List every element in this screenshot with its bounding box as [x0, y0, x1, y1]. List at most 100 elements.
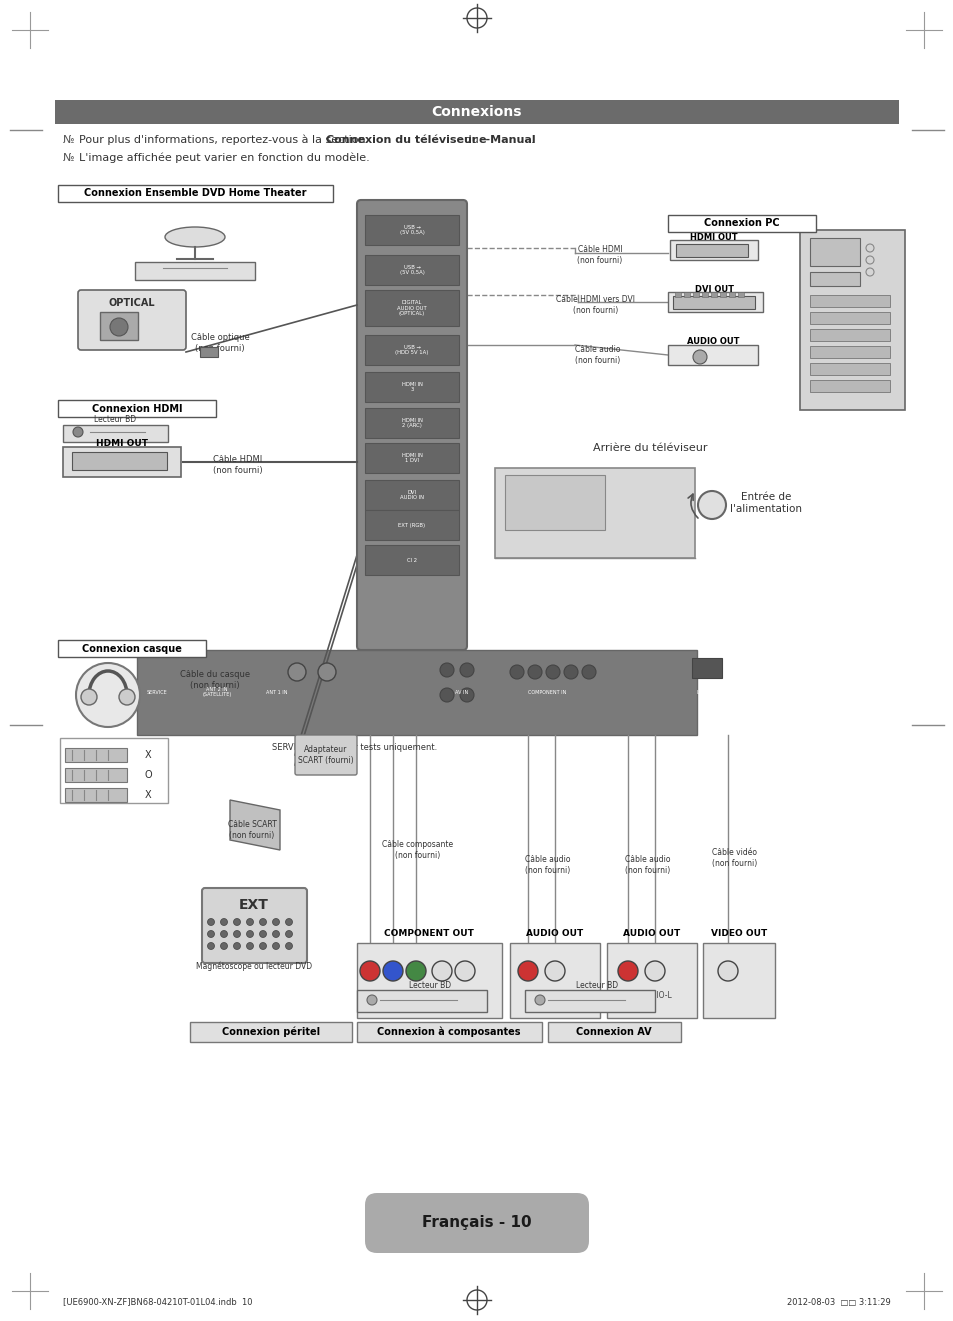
- Circle shape: [233, 930, 240, 938]
- Text: ANT 1 IN: ANT 1 IN: [266, 690, 288, 695]
- Bar: [58, 400, 215, 417]
- Text: ANT 2 IN
(SATELLITE): ANT 2 IN (SATELLITE): [202, 687, 232, 697]
- Bar: [504, 476, 604, 530]
- Text: Connexion PC: Connexion PC: [703, 218, 779, 229]
- Circle shape: [527, 664, 541, 679]
- Circle shape: [81, 690, 97, 705]
- Text: R-AUDIO-L: R-AUDIO-L: [632, 992, 671, 1000]
- Bar: [809, 380, 889, 392]
- Circle shape: [459, 663, 474, 676]
- Circle shape: [119, 690, 135, 705]
- Text: Connexions: Connexions: [432, 104, 521, 119]
- Text: Câble audio
(non fourni): Câble audio (non fourni): [575, 345, 620, 365]
- Circle shape: [233, 942, 240, 950]
- Circle shape: [718, 960, 738, 982]
- Circle shape: [382, 960, 402, 982]
- Circle shape: [698, 491, 725, 519]
- Text: Pour plus d'informations, reportez-vous à la section: Pour plus d'informations, reportez-vous …: [79, 135, 369, 145]
- Circle shape: [220, 918, 227, 926]
- Circle shape: [273, 930, 279, 938]
- Bar: [365, 291, 458, 326]
- Circle shape: [220, 942, 227, 950]
- Polygon shape: [230, 801, 280, 849]
- Text: Lecteur BD: Lecteur BD: [576, 980, 618, 989]
- FancyBboxPatch shape: [78, 291, 186, 350]
- Text: AV IN: AV IN: [455, 690, 468, 695]
- Bar: [356, 1022, 541, 1042]
- Text: .: .: [531, 135, 534, 145]
- Bar: [365, 480, 458, 510]
- Circle shape: [535, 995, 544, 1005]
- Bar: [809, 363, 889, 375]
- Bar: [65, 768, 127, 782]
- Text: COMPONENT IN: COMPONENT IN: [527, 690, 565, 695]
- Circle shape: [273, 918, 279, 926]
- Bar: [137, 650, 697, 734]
- Circle shape: [220, 930, 227, 938]
- Text: Connexion casque: Connexion casque: [82, 643, 182, 654]
- Text: SERVICE : Prise pour tests uniquement.: SERVICE : Prise pour tests uniquement.: [272, 742, 436, 752]
- Text: №: №: [63, 135, 74, 145]
- Text: Câble HDMI
(non fourni): Câble HDMI (non fourni): [577, 246, 622, 264]
- Text: USB →
(5V 0,5A): USB → (5V 0,5A): [399, 264, 424, 275]
- Bar: [800, 230, 904, 410]
- Text: HDMI OUT: HDMI OUT: [689, 232, 737, 242]
- Circle shape: [406, 960, 426, 982]
- Circle shape: [73, 427, 83, 437]
- Bar: [738, 292, 743, 297]
- Circle shape: [581, 664, 596, 679]
- Bar: [691, 658, 721, 678]
- Text: Lecteur BD: Lecteur BD: [93, 416, 136, 424]
- Bar: [547, 1022, 680, 1042]
- Bar: [667, 215, 815, 232]
- Bar: [675, 292, 680, 297]
- Text: X: X: [145, 750, 152, 760]
- Circle shape: [259, 930, 266, 938]
- Bar: [356, 989, 486, 1012]
- Circle shape: [544, 960, 564, 982]
- Circle shape: [644, 960, 664, 982]
- Bar: [809, 295, 889, 306]
- Text: O: O: [144, 770, 152, 779]
- Bar: [809, 238, 859, 266]
- Circle shape: [618, 960, 638, 982]
- Bar: [63, 446, 181, 477]
- Circle shape: [246, 918, 253, 926]
- Text: DVI OUT: DVI OUT: [695, 284, 734, 293]
- Bar: [683, 292, 689, 297]
- Text: VIDEO OUT: VIDEO OUT: [710, 929, 766, 938]
- Bar: [356, 943, 501, 1018]
- Circle shape: [563, 664, 578, 679]
- Bar: [365, 510, 458, 540]
- Circle shape: [110, 318, 128, 336]
- Bar: [365, 336, 458, 365]
- Circle shape: [273, 942, 279, 950]
- Bar: [65, 789, 127, 802]
- Bar: [524, 989, 655, 1012]
- Bar: [667, 345, 758, 365]
- Text: [UE6900-XN-ZF]BN68-04210T-01L04.indb  10: [UE6900-XN-ZF]BN68-04210T-01L04.indb 10: [63, 1297, 253, 1306]
- Text: HDMI IN
3: HDMI IN 3: [401, 382, 422, 392]
- Text: Français - 10: Français - 10: [422, 1215, 531, 1230]
- Text: Magnétoscope ou lecteur DVD: Magnétoscope ou lecteur DVD: [195, 962, 312, 971]
- Bar: [190, 1022, 352, 1042]
- Bar: [809, 312, 889, 324]
- Text: AUDIO OUT: AUDIO OUT: [526, 929, 583, 938]
- Text: Adaptateur
SCART (fourni): Adaptateur SCART (fourni): [298, 745, 354, 765]
- Ellipse shape: [165, 227, 225, 247]
- Bar: [701, 292, 707, 297]
- Bar: [692, 292, 699, 297]
- Circle shape: [208, 918, 214, 926]
- Bar: [676, 244, 747, 258]
- Bar: [702, 943, 774, 1018]
- Bar: [200, 347, 218, 357]
- Bar: [55, 100, 898, 124]
- Text: R-AUDIO-L: R-AUDIO-L: [535, 992, 575, 1000]
- Text: Connexion HDMI: Connexion HDMI: [91, 403, 182, 413]
- Circle shape: [459, 688, 474, 701]
- Text: L'image affichée peut varier en fonction du modèle.: L'image affichée peut varier en fonction…: [79, 153, 370, 164]
- Text: Entrée de
l'alimentation: Entrée de l'alimentation: [729, 493, 801, 514]
- Bar: [365, 255, 458, 285]
- Circle shape: [208, 942, 214, 950]
- FancyBboxPatch shape: [365, 1193, 588, 1254]
